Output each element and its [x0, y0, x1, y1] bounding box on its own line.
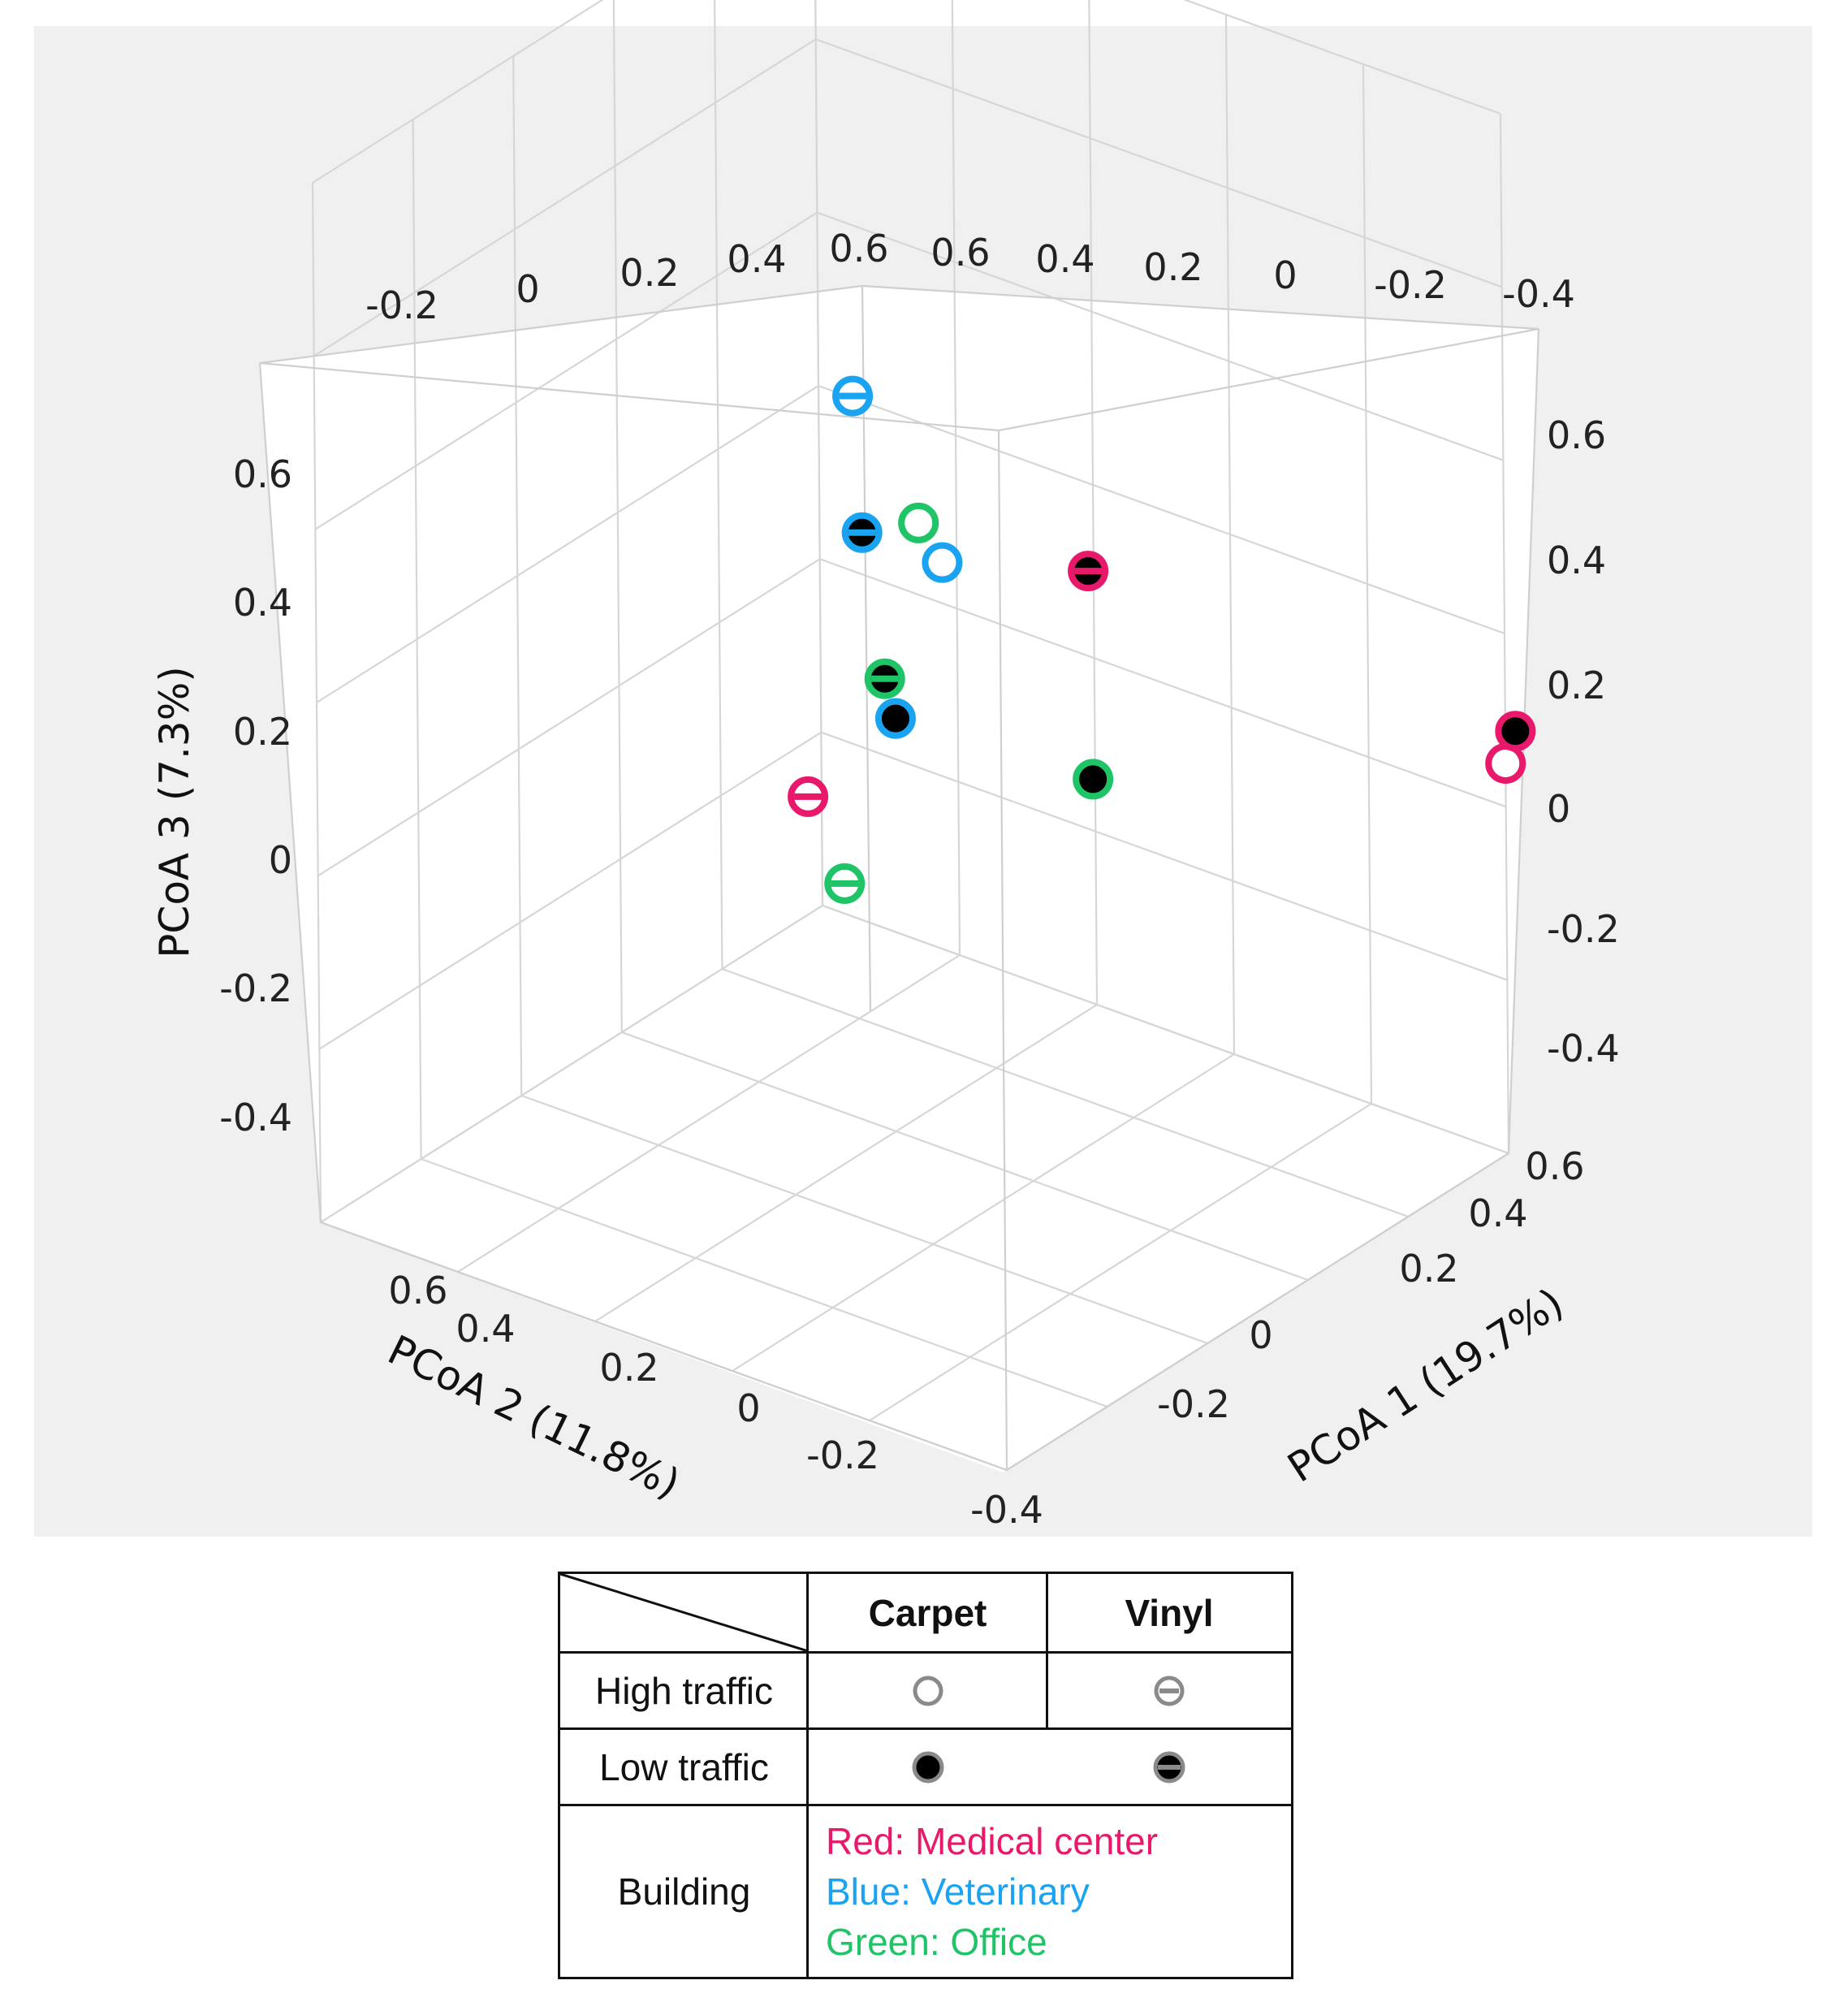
point-medical-center-vinyl-high: [788, 776, 829, 817]
legend-row-low-traffic: Low traffic: [560, 1727, 1291, 1804]
floor-gridline-y-3: [594, 1004, 1098, 1322]
wall-gridline-z-6: [312, 0, 1501, 184]
data-points: [788, 375, 1536, 904]
marker-legend-table: Carpet Vinyl High traffic Low traffic Bu…: [558, 1572, 1293, 1979]
building-color-key: Red: Medical center Blue: Veterinary Gre…: [808, 1806, 1291, 1977]
floor-gridline-x-2: [520, 1094, 1208, 1345]
legend-header-row: Carpet Vinyl: [560, 1574, 1291, 1651]
legend-label-high-traffic: High traffic: [594, 1669, 774, 1712]
legend-header-carpet: Carpet: [868, 1591, 987, 1634]
y-tick-0: 0.6: [388, 1269, 447, 1312]
z-tick-right-1: 0.4: [1547, 538, 1606, 582]
plot-box-fill: [260, 286, 1539, 1472]
barred-circle-icon: [1154, 1676, 1185, 1706]
floor-gridline-y-4: [457, 954, 961, 1273]
x-tick-1: 0.4: [1468, 1191, 1527, 1235]
top-right-tick-5: -0.4: [1502, 272, 1575, 316]
y-tick-2: 0.2: [599, 1346, 658, 1390]
z-tick-right-5: -0.4: [1547, 1027, 1620, 1070]
z-tick-left-0: 0.6: [233, 452, 292, 496]
x-tick-0: 0.6: [1525, 1144, 1584, 1188]
vinyl-low-marker: [1047, 1730, 1291, 1804]
header-diagonal: [560, 1574, 808, 1651]
z-tick-right-4: -0.2: [1547, 907, 1620, 951]
x-tick-2: 0.2: [1399, 1247, 1458, 1291]
legend-divider-2: [1046, 1574, 1048, 1727]
legend-row-high-traffic: High traffic: [560, 1651, 1291, 1727]
point-office-vinyl-low: [864, 658, 905, 699]
point-veterinary-vinyl-low: [841, 512, 883, 553]
top-left-tick-3: 0.4: [727, 237, 786, 281]
top-right-tick-2: 0.2: [1143, 245, 1202, 289]
floor-gridline-y-2: [732, 1053, 1235, 1372]
z-tick-right-0: 0.6: [1547, 413, 1606, 457]
building-office: Green: Office: [826, 1921, 1047, 1963]
filled-circle-icon: [912, 1751, 943, 1783]
filled-barred-circle-icon: [1153, 1751, 1185, 1783]
building-medical-center: Red: Medical center: [826, 1820, 1159, 1862]
point-veterinary-carpet-low: [874, 698, 916, 739]
z-tick-left-2: 0.2: [233, 710, 292, 754]
wall-gridline-z-2: [317, 558, 1507, 877]
point-medical-center-carpet-low: [1495, 711, 1536, 752]
point-office-carpet-high: [898, 502, 939, 543]
top-left-tick-4: 0.6: [829, 227, 888, 270]
point-veterinary-vinyl-high: [832, 375, 874, 417]
top-right-tick-0: 0.6: [930, 231, 990, 275]
floor-gridline-x-4: [722, 967, 1409, 1218]
wall-gridline-z-1: [318, 731, 1508, 1050]
open-circle-icon: [913, 1676, 943, 1706]
tick-labels: 0.60.40.20-0.2-0.40.60.40.20-0.2-0.4-0.2…: [219, 227, 1620, 1532]
floor-gridline-x-3: [621, 1031, 1309, 1282]
point-office-carpet-low: [1073, 759, 1114, 800]
point-medical-center-vinyl-low: [1068, 551, 1109, 592]
point-medical-center-carpet-high: [1485, 743, 1526, 784]
box-frame: [258, 284, 1540, 1472]
floor-gridline-x-1: [421, 1157, 1108, 1408]
point-office-vinyl-high: [824, 863, 866, 904]
y-tick-1: 0.4: [456, 1307, 515, 1351]
pcoa-3d-scatter-plot: 0.6 0.4 0.2 0 -0.2 -0.4 0.6 0.4 0.2 0 -0.2 -0.4 -0.2…: [34, 0, 1812, 1537]
top-left-tick-1: 0: [516, 267, 539, 311]
top-right-tick-3: 0: [1273, 253, 1297, 297]
legend-header-vinyl: Vinyl: [1125, 1591, 1214, 1634]
wall-gridline-z-4: [314, 211, 1504, 530]
wall-gridline-z-3: [316, 384, 1505, 703]
carpet-high-marker: [808, 1654, 1047, 1727]
top-left-tick-2: 0.2: [620, 251, 679, 295]
legend-divider-1: [806, 1574, 809, 1977]
z-tick-left-1: 0.4: [233, 581, 292, 625]
x-tick-4: -0.2: [1157, 1382, 1230, 1426]
floor-gridline-y-1: [869, 1103, 1372, 1421]
x-tick-3: 0: [1249, 1313, 1272, 1357]
plot-svg: 0.60.40.20-0.2-0.40.60.40.20-0.2-0.4-0.2…: [34, 0, 1812, 1537]
top-right-tick-1: 0.4: [1035, 237, 1095, 281]
point-veterinary-carpet-high: [922, 542, 963, 583]
wall-gridline-z-5: [313, 38, 1503, 357]
y-tick-5: -0.4: [970, 1488, 1043, 1532]
carpet-low-marker: [808, 1730, 1047, 1804]
legend-label-low-traffic: Low traffic: [599, 1745, 769, 1788]
wall-gridline-z-0: [320, 904, 1509, 1223]
z-tick-left-5: -0.4: [219, 1096, 292, 1139]
z-tick-left-3: 0: [269, 838, 292, 882]
z-tick-left-4: -0.2: [219, 966, 292, 1010]
legend-label-building: Building: [617, 1870, 751, 1913]
z-tick-right-2: 0.2: [1547, 664, 1606, 707]
y-tick-4: -0.2: [806, 1433, 879, 1477]
top-left-tick-0: -0.2: [365, 283, 438, 327]
top-right-tick-4: -0.2: [1374, 263, 1447, 307]
z-axis-title: PCoA 3 (7.3%): [151, 666, 198, 958]
building-veterinary: Blue: Veterinary: [826, 1870, 1090, 1913]
legend-row-building: Building Red: Medical center Blue: Veter…: [560, 1804, 1291, 1977]
vinyl-high-marker: [1047, 1654, 1291, 1727]
z-tick-right-3: 0: [1547, 787, 1570, 831]
y-tick-3: 0: [736, 1386, 760, 1430]
